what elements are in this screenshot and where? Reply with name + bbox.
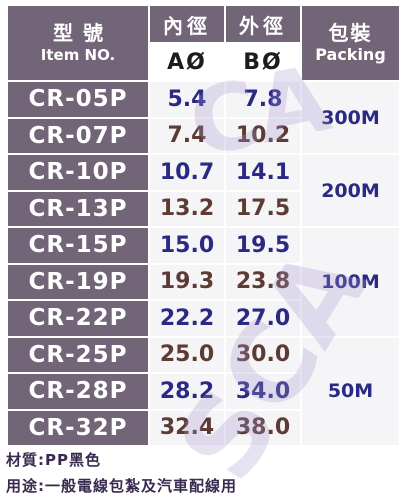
item-cell: CR-05P (8, 82, 148, 117)
usage-note: 用途:一般電線包紮及汽車配線用 (6, 477, 238, 495)
inner-diameter-cell: 13.2 (150, 191, 224, 226)
outer-diameter-cell: 38.0 (226, 410, 300, 445)
header-pack-en: Packing (315, 45, 386, 65)
outer-diameter-cell: 7.8 (226, 82, 300, 117)
item-cell: CR-10P (8, 155, 148, 190)
inner-diameter-cell: 22.2 (150, 301, 224, 336)
outer-diameter-cell: 14.1 (226, 155, 300, 190)
outer-diameter-cell: 23.8 (226, 264, 300, 299)
item-cell: CR-28P (8, 374, 148, 409)
header-item-no: 型號 Item NO. (8, 6, 148, 80)
item-cell: CR-22P (8, 301, 148, 336)
item-cell: CR-15P (8, 228, 148, 263)
outer-diameter-cell: 10.2 (226, 118, 300, 153)
material-note: 材質:PP黑色 (6, 451, 101, 469)
item-cell: CR-25P (8, 337, 148, 372)
header-item-zh: 型號 (53, 20, 113, 45)
inner-diameter-cell: 7.4 (150, 118, 224, 153)
spec-table: 型號 Item NO. 內徑 外徑 包裝 Packing AØ BØ CR-05… (8, 6, 399, 445)
header-outer-diameter: 外徑 (226, 6, 300, 42)
inner-diameter-cell: 10.7 (150, 155, 224, 190)
header-packing: 包裝 Packing (302, 6, 399, 80)
inner-diameter-cell: 15.0 (150, 228, 224, 263)
item-cell: CR-32P (8, 410, 148, 445)
outer-diameter-cell: 27.0 (226, 301, 300, 336)
packing-cell: 200M (302, 155, 399, 226)
packing-cell: 300M (302, 82, 399, 153)
header-pack-zh: 包裝 (328, 21, 373, 46)
outer-diameter-cell: 30.0 (226, 337, 300, 372)
item-cell: CR-13P (8, 191, 148, 226)
packing-cell: 100M (302, 228, 399, 336)
outer-diameter-cell: 17.5 (226, 191, 300, 226)
inner-diameter-cell: 28.2 (150, 374, 224, 409)
outer-diameter-cell: 19.5 (226, 228, 300, 263)
inner-diameter-cell: 32.4 (150, 410, 224, 445)
header-inner-diameter: 內徑 (150, 6, 224, 42)
item-cell: CR-07P (8, 118, 148, 153)
item-cell: CR-19P (8, 264, 148, 299)
inner-diameter-cell: 5.4 (150, 82, 224, 117)
header-outer-symbol: BØ (226, 44, 300, 80)
outer-diameter-cell: 34.0 (226, 374, 300, 409)
header-inner-symbol: AØ (150, 44, 224, 80)
inner-diameter-cell: 25.0 (150, 337, 224, 372)
packing-cell: 50M (302, 337, 399, 445)
header-item-en: Item NO. (40, 45, 116, 64)
inner-diameter-cell: 19.3 (150, 264, 224, 299)
